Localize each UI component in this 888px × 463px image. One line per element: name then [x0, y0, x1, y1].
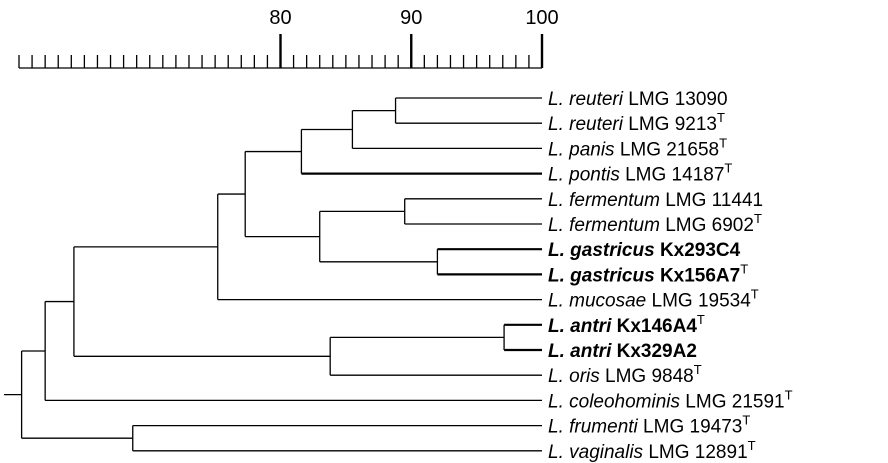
type-strain-marker: T — [748, 438, 756, 453]
taxon-species: pontis — [568, 165, 625, 186]
taxon-strain: LMG 14187 — [625, 165, 724, 186]
taxon-species: reuteri — [569, 114, 628, 135]
taxon-genus: L. — [548, 417, 569, 438]
taxon-species: reuteri — [569, 89, 628, 110]
taxon-genus: L. — [548, 215, 569, 236]
taxon-genus: L. — [548, 240, 570, 261]
taxon-strain: LMG 6902 — [665, 215, 754, 236]
type-strain-marker: T — [742, 413, 750, 428]
taxon-strain: Kx156A7 — [660, 265, 740, 286]
taxon-species: gastricus — [569, 240, 660, 261]
taxon-label-t11: L. antri Kx329A2 — [548, 341, 697, 362]
dendrogram-tree — [4, 97, 542, 452]
taxon-strain: Kx146A4 — [617, 316, 698, 337]
taxon-label-t13: L. coleohominis LMG 21591T — [548, 387, 793, 412]
scale-label-90: 90 — [400, 7, 422, 29]
taxon-label-t14: L. frumenti LMG 19473T — [548, 413, 750, 438]
taxon-species: frumenti — [569, 417, 643, 438]
taxon-label-t5: L. fermentum LMG 11441 — [548, 190, 763, 211]
taxon-label-t15: L. vaginalis LMG 12891T — [548, 438, 756, 463]
taxon-strain: LMG 21658 — [620, 139, 719, 160]
taxon-label-t7: L. gastricus Kx293C4 — [548, 240, 741, 261]
taxon-strain: LMG 19534 — [652, 291, 752, 312]
taxon-strain: Kx329A2 — [617, 341, 697, 362]
taxon-species: fermentum — [569, 215, 665, 236]
taxon-strain: LMG 21591 — [685, 391, 784, 412]
taxon-species: oris — [569, 366, 605, 387]
taxon-genus: L. — [548, 442, 569, 463]
taxon-species: panis — [568, 139, 620, 160]
taxon-species: antri — [570, 341, 616, 362]
type-strain-marker: T — [785, 387, 793, 402]
type-strain-marker: T — [754, 211, 762, 226]
similarity-scale: 80 90 100 — [18, 7, 559, 69]
taxon-strain: LMG 9213 — [628, 114, 717, 135]
taxon-label-t10: L. antri Kx146A4T — [548, 312, 705, 337]
taxon-species: mucosae — [569, 291, 651, 312]
taxon-label-t3: L. panis LMG 21658T — [548, 135, 727, 160]
taxon-strain: LMG 12891 — [648, 442, 747, 463]
taxon-genus: L. — [548, 391, 569, 412]
taxon-strain: LMG 19473 — [643, 417, 742, 438]
scale-label-80: 80 — [269, 7, 291, 29]
taxon-species: antri — [570, 316, 616, 337]
taxon-genus: L. — [548, 291, 569, 312]
taxon-genus: L. — [548, 89, 569, 110]
type-strain-marker: T — [697, 312, 705, 327]
taxon-strain: LMG 11441 — [665, 190, 763, 211]
taxon-species: coleohominis — [569, 391, 685, 412]
taxon-label-t9: L. mucosae LMG 19534T — [548, 287, 759, 312]
taxon-label-t2: L. reuteri LMG 9213T — [548, 110, 725, 135]
taxon-genus: L. — [548, 265, 570, 286]
taxon-genus: L. — [548, 165, 569, 186]
taxon-species: vaginalis — [569, 442, 648, 463]
taxon-genus: L. — [548, 139, 569, 160]
taxon-label-t12: L. oris LMG 9848T — [548, 362, 702, 387]
type-strain-marker: T — [694, 362, 702, 377]
type-strain-marker: T — [717, 110, 725, 125]
taxon-genus: L. — [548, 341, 570, 362]
taxon-label-t8: L. gastricus Kx156A7T — [548, 261, 748, 286]
taxon-strain: Kx293C4 — [660, 240, 741, 261]
type-strain-marker: T — [719, 135, 727, 150]
taxon-strain: LMG 9848 — [605, 366, 694, 387]
taxon-genus: L. — [548, 114, 569, 135]
scale-label-100: 100 — [525, 7, 558, 29]
type-strain-marker: T — [740, 261, 748, 276]
taxon-label-t4: L. pontis LMG 14187T — [548, 161, 732, 186]
type-strain-marker: T — [724, 161, 732, 176]
taxon-genus: L. — [548, 366, 569, 387]
taxon-species: fermentum — [569, 190, 665, 211]
taxon-strain: LMG 13090 — [628, 89, 727, 110]
taxon-label-t1: L. reuteri LMG 13090 — [548, 89, 728, 110]
type-strain-marker: T — [751, 287, 759, 302]
taxon-species: gastricus — [569, 265, 660, 286]
taxon-label-t6: L. fermentum LMG 6902T — [548, 211, 762, 236]
taxon-genus: L. — [548, 316, 570, 337]
taxon-genus: L. — [548, 190, 569, 211]
